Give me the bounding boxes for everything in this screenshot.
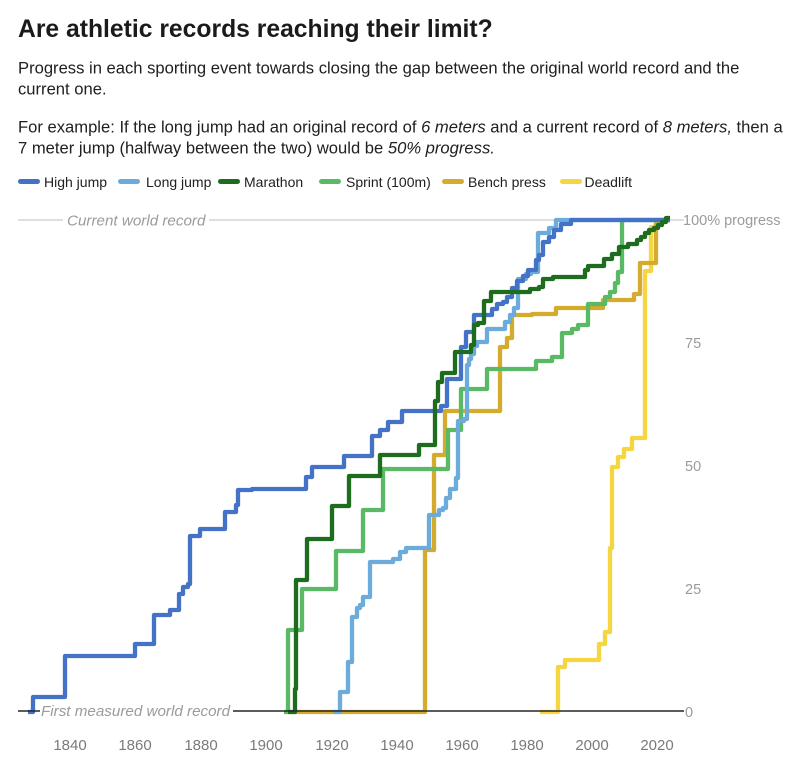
svg-text:75: 75	[685, 336, 701, 352]
svg-text:Deadlift: Deadlift	[585, 174, 633, 190]
svg-text:100% progress: 100% progress	[683, 213, 781, 229]
svg-text:1880: 1880	[184, 737, 217, 754]
svg-text:1960: 1960	[445, 737, 478, 754]
svg-text:1860: 1860	[118, 737, 151, 754]
svg-text:1900: 1900	[249, 737, 282, 754]
svg-text:1920: 1920	[315, 737, 348, 754]
svg-text:Long jump: Long jump	[146, 174, 212, 190]
svg-text:Sprint (100m): Sprint (100m)	[346, 174, 431, 190]
svg-text:7 meter jump (halfway between: 7 meter jump (halfway between the two) w…	[18, 139, 495, 158]
svg-text:Are athletic records reaching: Are athletic records reaching their limi…	[18, 16, 493, 43]
svg-text:Bench press: Bench press	[468, 174, 546, 190]
svg-text:current one.: current one.	[18, 80, 107, 99]
svg-text:2020: 2020	[640, 737, 673, 754]
svg-text:1940: 1940	[380, 737, 413, 754]
svg-text:1980: 1980	[510, 737, 543, 754]
svg-text:High jump: High jump	[44, 174, 107, 190]
svg-text:1840: 1840	[53, 737, 86, 754]
svg-text:Marathon: Marathon	[244, 174, 303, 190]
svg-text:For example: If the long jump: For example: If the long jump had an ori…	[18, 118, 783, 137]
svg-text:Current world record: Current world record	[67, 213, 206, 230]
svg-text:Progress in each sporting even: Progress in each sporting event towards …	[18, 59, 739, 78]
svg-text:50: 50	[685, 459, 701, 475]
svg-text:0: 0	[685, 705, 693, 721]
svg-text:25: 25	[685, 582, 701, 598]
svg-text:2000: 2000	[575, 737, 608, 754]
svg-text:First measured world record: First measured world record	[41, 703, 231, 720]
